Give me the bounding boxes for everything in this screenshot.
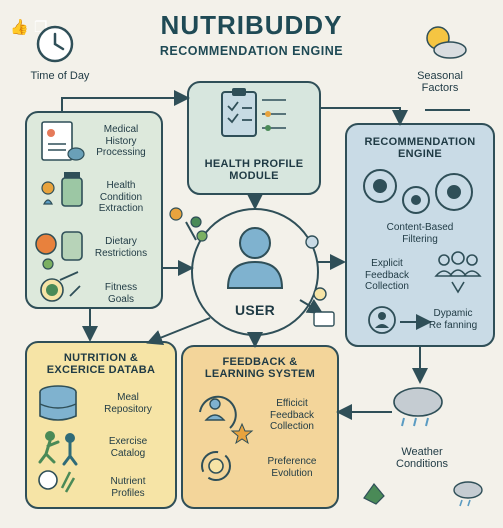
health-profile-sidebar (25, 111, 163, 309)
medicine-bottle-icon (41, 172, 83, 207)
seasonal-factors-label: Seasonal Factors (417, 70, 463, 94)
leaf-bottom-icon (363, 483, 385, 505)
sidebar-item-medical-history: Medical History Processing (96, 124, 146, 158)
sidebar-item-fitness: Fitness Goals (104, 282, 138, 305)
feedback-title: FEEDBACK & LEARNING SYSTEM (204, 356, 316, 380)
app-subtitle: RECOMMENDATION ENGINE (159, 44, 344, 58)
database-icon (39, 385, 77, 421)
leaf-icon (169, 207, 208, 242)
health-profile-title: HEALTH PROFILE MODULE (204, 158, 304, 182)
clipboard-icon (221, 88, 286, 137)
app-title: NUTRIBUDDY (160, 10, 343, 40)
time-of-day-label: Time of Day (30, 70, 90, 82)
recommendation-engine-title: RECOMMENDATION ENGINE (364, 136, 476, 160)
nutrition-box (25, 341, 177, 509)
arrow-time-to-health (61, 90, 190, 112)
gear-cycle-icon (201, 451, 231, 481)
clock-icon (36, 25, 74, 63)
nutrient-icon (38, 470, 76, 493)
scroll-icon (313, 311, 335, 327)
sidebar-item-dietary: Dietary Restrictions (94, 236, 148, 259)
person-star-icon (199, 395, 254, 445)
feedback-item-preference: Preference Evolution (267, 456, 317, 479)
rec-item-explicit-feedback: Explicit Feedback Collection (365, 258, 409, 292)
user-label: USER (234, 302, 276, 318)
weather-conditions-label: Weather Conditions (396, 446, 448, 470)
feedback-item-collection: Efficicit Feedback Collection (270, 398, 314, 432)
person-icon (368, 306, 396, 334)
rain-cloud-icon (453, 481, 483, 507)
sun-cloud-icon (426, 26, 467, 59)
nutrition-item-exercise: Exercise Catalog (108, 436, 148, 459)
rec-item-dynamic: Dypamic Re fanning (428, 308, 478, 331)
sidebar-item-health-condition: Health Condition Extraction (98, 180, 144, 214)
arrow-left-circle (185, 221, 197, 241)
arrow-health-to-rec (320, 107, 408, 126)
medical-document-icon (41, 121, 85, 161)
nutrition-item-meal: Meal Repository (104, 392, 152, 415)
user-connector-dots (305, 235, 327, 301)
gears-icon (363, 169, 473, 214)
user-icon (226, 227, 284, 289)
storm-cloud-icon (393, 387, 443, 427)
nutrition-item-nutrient: Nutrient Profiles (110, 476, 146, 499)
fruit-jar-icon (35, 231, 83, 270)
arrow-user-to-scroll (299, 298, 324, 315)
thumbs-up-icon[interactable]: 👍 (10, 19, 29, 36)
exercise-icon (38, 431, 78, 466)
group-icon (434, 251, 482, 294)
target-icon (40, 271, 81, 302)
nutrition-db-title: NUTRITION & EXCERICE DATABA (46, 352, 156, 376)
rec-item-content-filtering: Content-Based Filtering (386, 222, 454, 245)
arrow-user-to-nutrition (146, 317, 211, 345)
